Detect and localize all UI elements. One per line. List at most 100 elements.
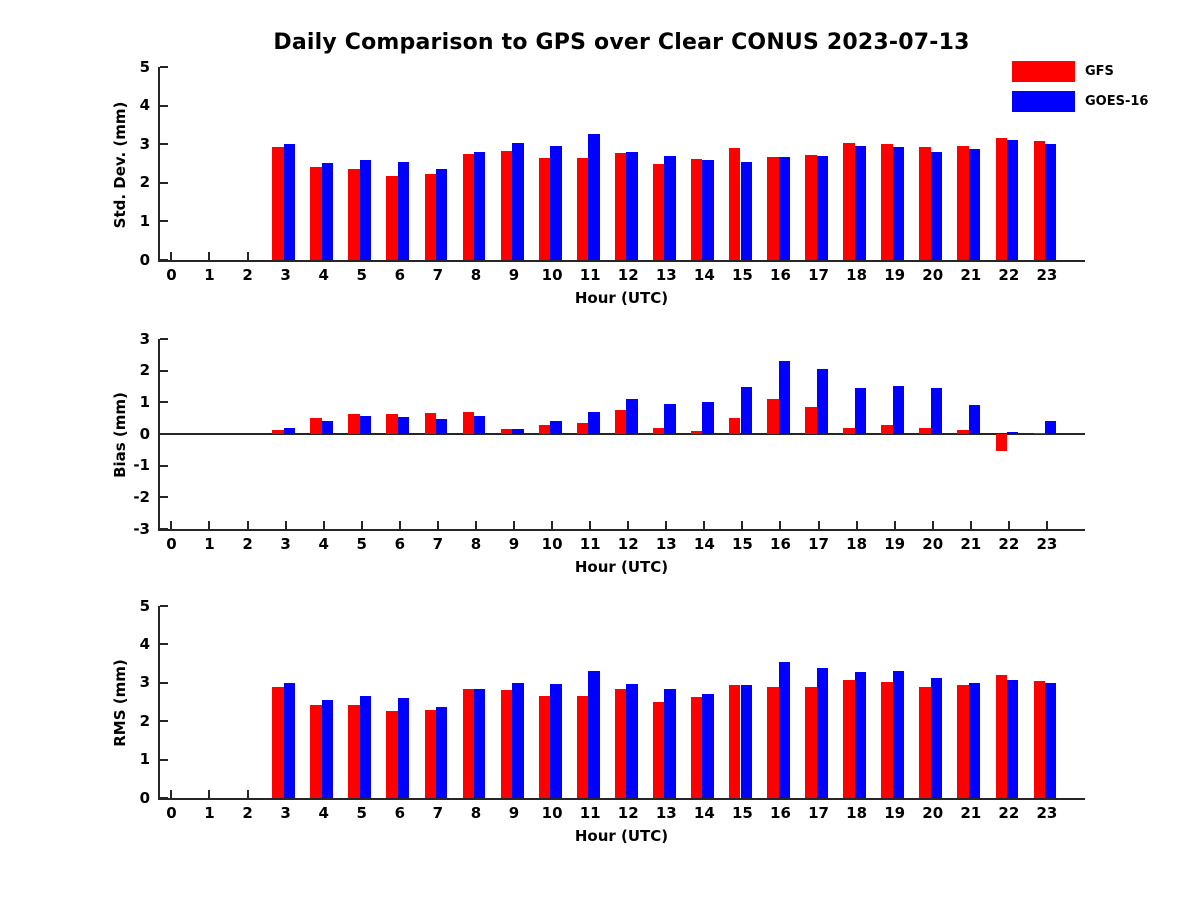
- goes16-bar-hour-15: [740, 684, 752, 798]
- x-tick-label: 23: [1036, 266, 1058, 284]
- gfs-bar-hour-22: [995, 138, 1007, 260]
- x-tick: [969, 521, 972, 529]
- x-tick: [436, 521, 439, 529]
- goes16-bar-hour-7: [435, 419, 448, 434]
- x-tick-label: 14: [693, 535, 715, 553]
- x-tick-label: 15: [731, 804, 753, 822]
- goes16-bar-hour-16: [778, 661, 790, 798]
- gfs-bar-hour-20: [919, 686, 931, 798]
- gfs-bar-hour-21: [957, 430, 969, 434]
- x-tick: [170, 790, 173, 798]
- y-tick-label: 2: [139, 173, 150, 192]
- x-tick-label: 9: [508, 804, 520, 822]
- gfs-bar-hour-19: [881, 144, 893, 260]
- gfs-bar-hour-14: [691, 158, 703, 260]
- y-tick: [160, 338, 168, 340]
- x-tick: [779, 521, 782, 529]
- legend-row-gfs: GFS: [1012, 61, 1148, 82]
- y-tick-label: -3: [133, 519, 150, 538]
- gfs-bar-hour-20: [919, 427, 931, 434]
- x-tick-label: 4: [318, 804, 329, 822]
- goes16-bar-hour-6: [397, 698, 410, 798]
- x-tick-label: 16: [770, 535, 791, 553]
- gfs-bar-hour-15: [729, 418, 741, 434]
- gfs-bar-hour-11: [576, 696, 589, 798]
- x-tick-label: 10: [541, 535, 563, 553]
- gfs-bar-hour-13: [652, 428, 665, 434]
- gfs-bar-hour-7: [424, 709, 436, 798]
- gfs-bar-hour-14: [691, 697, 703, 798]
- goes16-bar-hour-11: [588, 670, 600, 798]
- goes16-bar-hour-9: [512, 143, 524, 260]
- y-tick: [160, 66, 168, 68]
- x-tick: [322, 521, 325, 529]
- y-tick: [160, 720, 168, 723]
- x-tick: [474, 521, 477, 529]
- goes16-bar-hour-10: [550, 421, 562, 434]
- y-tick-label: 4: [139, 634, 150, 653]
- x-tick-label: 22: [998, 804, 1020, 822]
- x-tick-label: 3: [280, 266, 291, 284]
- x-tick: [1007, 521, 1010, 529]
- gfs-bar-hour-3: [272, 430, 284, 434]
- x-tick-label: 1: [204, 266, 215, 284]
- goes16-bar-hour-10: [550, 683, 562, 798]
- legend-row-goes16: GOES-16: [1012, 91, 1148, 112]
- x-tick-label: 1: [204, 535, 215, 553]
- y-tick-label: -2: [133, 487, 150, 506]
- stddev-chart: Std. Dev. (mm) 0 1 2 3 4 5 0 1 2 3 4 5 6 7 8 9 10 11 12 13 1…: [111, 58, 1085, 307]
- x-tick-label: 23: [1036, 535, 1058, 553]
- gfs-bar-hour-8: [462, 153, 475, 260]
- goes16-bar-hour-4: [321, 700, 334, 798]
- gfs-bar-hour-16: [767, 686, 779, 798]
- x-tick-label: 8: [470, 804, 482, 822]
- y-tick-label: 2: [139, 711, 150, 730]
- goes16-bar-hour-6: [397, 417, 410, 434]
- goes16-legend-label: GOES-16: [1085, 94, 1149, 109]
- gfs-bar-hour-12: [614, 410, 627, 434]
- x-tick: [741, 521, 744, 529]
- gfs-bar-hour-7: [424, 174, 436, 260]
- gfs-bar-hour-21: [957, 685, 969, 798]
- x-tick-label: 11: [579, 804, 601, 822]
- x-tick: [360, 521, 363, 529]
- goes16-bar-hour-7: [435, 169, 448, 260]
- y-tick-label: 3: [139, 329, 150, 348]
- x-tick-label: 1: [204, 804, 215, 822]
- gfs-bar-hour-4: [310, 167, 322, 260]
- x-tick-label: 16: [770, 266, 791, 284]
- x-tick: [284, 521, 287, 529]
- gfs-bar-hour-5: [348, 168, 360, 260]
- gfs-bar-hour-15: [729, 685, 741, 798]
- gfs-bar-hour-22: [995, 675, 1007, 798]
- x-tick-label: 20: [922, 266, 944, 284]
- gfs-bar-hour-18: [843, 143, 855, 260]
- gfs-bar-hour-20: [919, 147, 931, 260]
- y-tick-label: 5: [139, 596, 150, 615]
- x-tick-label: 0: [166, 804, 177, 822]
- gfs-bar-hour-13: [652, 163, 665, 260]
- gfs-bar-hour-11: [576, 422, 589, 434]
- gfs-bar-hour-23: [1033, 680, 1046, 798]
- x-tick-label: 12: [617, 804, 639, 822]
- x-tick-label: 12: [617, 266, 639, 284]
- gfs-bar-hour-10: [538, 157, 551, 260]
- goes16-bar-hour-17: [816, 667, 829, 798]
- gfs-bar-hour-18: [843, 680, 855, 798]
- y-tick: [160, 643, 168, 646]
- goes16-bar-hour-13: [664, 689, 676, 798]
- x-tick-label: 21: [960, 535, 982, 553]
- y-tick: [160, 758, 168, 761]
- stddev-plot-area: 0 1 2 3 4 5 0 1 2 3 4 5 6 7 8 9 10 11 12 13 14 15 16 17 18 19 20 21…: [140, 58, 1085, 284]
- x-tick-label: 9: [508, 535, 520, 553]
- x-tick-label: 10: [541, 804, 563, 822]
- goes16-bar-hour-8: [474, 688, 486, 798]
- x-tick-label: 21: [960, 804, 982, 822]
- goes16-bar-hour-8: [474, 416, 486, 434]
- y-tick-label: 1: [139, 211, 150, 230]
- x-tick-label: 12: [617, 535, 639, 553]
- gfs-bar-hour-9: [500, 150, 513, 260]
- gfs-bar-hour-17: [805, 154, 817, 260]
- x-tick: [246, 521, 249, 529]
- goes16-bar-hour-19: [892, 385, 905, 434]
